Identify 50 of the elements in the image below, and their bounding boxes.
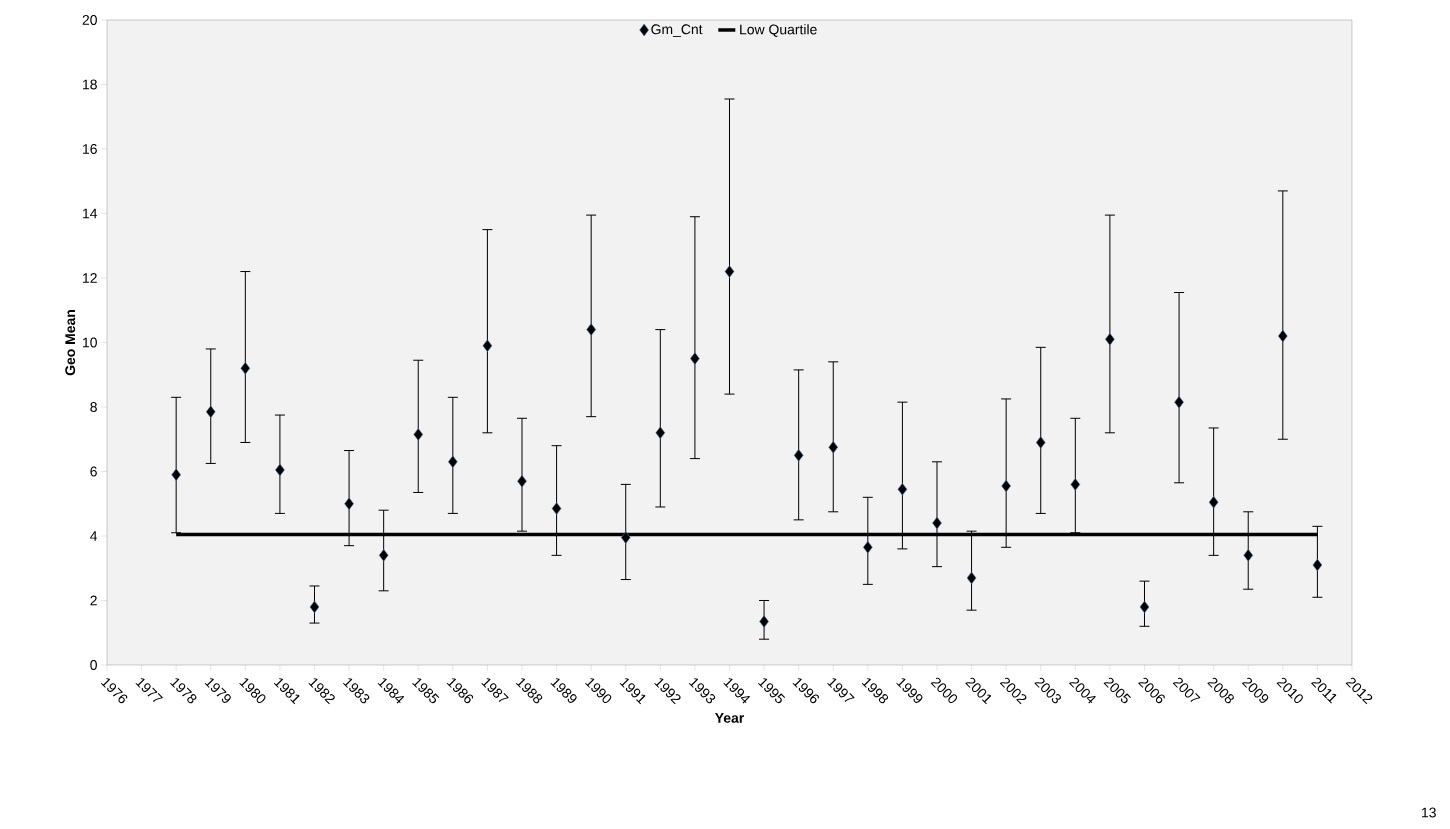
y-tick-label: 14 [83, 208, 98, 219]
y-axis-title: Geo Mean [65, 310, 76, 376]
y-tick-label: 8 [90, 402, 97, 412]
point [413, 428, 424, 441]
point [1243, 549, 1254, 562]
point [724, 265, 735, 278]
point [1139, 600, 1150, 614]
point [482, 339, 493, 353]
legend-label: Gm_Cnt [651, 24, 703, 37]
text: 13 [1422, 807, 1436, 818]
point [1278, 329, 1288, 343]
point [863, 540, 873, 554]
point [828, 441, 839, 454]
y-tick-label: 18 [83, 79, 97, 90]
point [517, 474, 527, 488]
point [309, 600, 320, 614]
point [344, 497, 354, 511]
point [1035, 436, 1046, 449]
y-tick-label: 12 [83, 273, 97, 283]
point [378, 549, 389, 562]
legend-label: Low Quartile [740, 24, 817, 37]
point [793, 449, 804, 462]
point [1070, 478, 1081, 491]
point [1174, 395, 1184, 409]
point [932, 516, 942, 530]
x-axis-title: Year [714, 713, 745, 723]
y-tick-label: 16 [83, 144, 97, 154]
point [448, 455, 458, 469]
y-tick-label: 10 [83, 337, 97, 348]
point [966, 571, 977, 585]
point [171, 468, 181, 482]
y-tick-label: 6 [90, 466, 97, 477]
point [655, 426, 666, 440]
y-tick-label: 2 [90, 595, 97, 606]
point [1105, 332, 1115, 346]
point [205, 405, 216, 419]
point [690, 352, 700, 365]
y-tick-label: 20 [82, 15, 97, 25]
point [1208, 495, 1219, 509]
point [620, 531, 631, 544]
point [275, 463, 285, 477]
y-tick-label: 0 [90, 660, 97, 670]
point [1312, 558, 1323, 572]
point [1001, 479, 1011, 493]
point [240, 362, 251, 375]
point [759, 615, 769, 628]
point [586, 323, 596, 336]
point [897, 482, 908, 496]
y-tick-label: 4 [90, 531, 98, 541]
point [551, 502, 562, 515]
